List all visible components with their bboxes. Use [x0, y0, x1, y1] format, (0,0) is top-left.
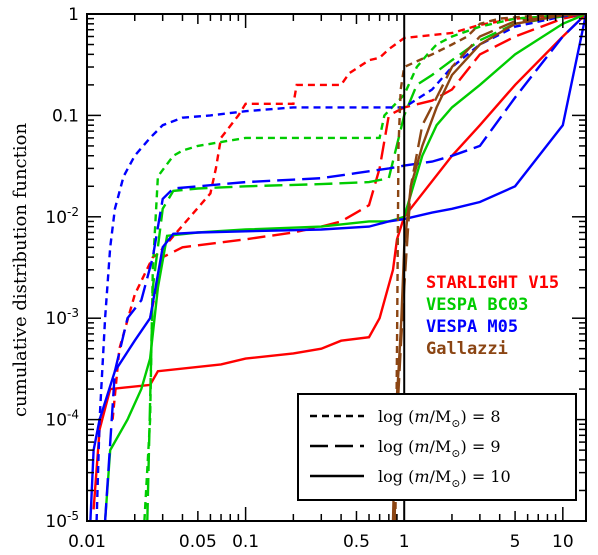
style-legend-label: log (m/M⊙) = 10 — [378, 467, 511, 490]
method-legend-entry: VESPA BC03 — [426, 295, 528, 315]
y-tick-label: 1 — [68, 5, 79, 25]
series-line-starlight-v15-mass-8 — [111, 14, 586, 420]
y-tick-label: 0.1 — [52, 106, 79, 126]
x-tick-label: 5 — [510, 532, 521, 552]
series-line-vespa-m05-mass-9 — [103, 14, 586, 521]
x-tick-label: 10 — [552, 532, 574, 552]
style-legend-label: log (m/M⊙) = 9 — [378, 437, 501, 460]
plot-frame — [86, 13, 587, 522]
method-legend-entry: STARLIGHT V15 — [426, 273, 559, 293]
x-tick-label: 0.1 — [232, 532, 259, 552]
series-line-vespa-m05-mass-10 — [89, 14, 586, 521]
y-tick-label: 10-5 — [45, 509, 79, 532]
series-line-vespa-bc03-mass-10 — [103, 14, 586, 521]
y-tick-label: 10-2 — [45, 205, 79, 228]
series-line-vespa-bc03-mass-9 — [146, 14, 586, 521]
method-legend-entry: VESPA M05 — [426, 317, 518, 337]
x-tick-label: 1 — [399, 532, 410, 552]
style-legend-label: log (m/M⊙) = 8 — [378, 407, 501, 430]
series-layer — [89, 14, 586, 521]
series-line-vespa-m05-mass-8 — [95, 14, 586, 521]
y-tick-label: 10-4 — [45, 408, 79, 431]
x-tick-label: 0.5 — [343, 532, 370, 552]
y-tick-labels: 1 0.1 10-2 10-3 10-4 10-5 — [45, 5, 79, 532]
series-line-starlight-v15-mass-9 — [148, 14, 586, 319]
y-tick-label: 10-3 — [45, 306, 79, 329]
style-legend: log (m/M⊙) = 8 log (m/M⊙) = 9 log (m/M⊙) =… — [297, 393, 577, 501]
ticks-layer — [86, 13, 586, 522]
method-legend-entry: Gallazzi — [426, 339, 508, 359]
series-line-vespa-bc03-mass-8 — [143, 14, 586, 521]
x-tick-label: 0.05 — [179, 532, 217, 552]
x-tick-label: 0.01 — [68, 532, 106, 552]
x-tick-labels: 0.01 0.05 0.1 0.5 1 5 10 — [68, 532, 574, 552]
y-axis-label: cumulative distribution function — [10, 123, 31, 417]
